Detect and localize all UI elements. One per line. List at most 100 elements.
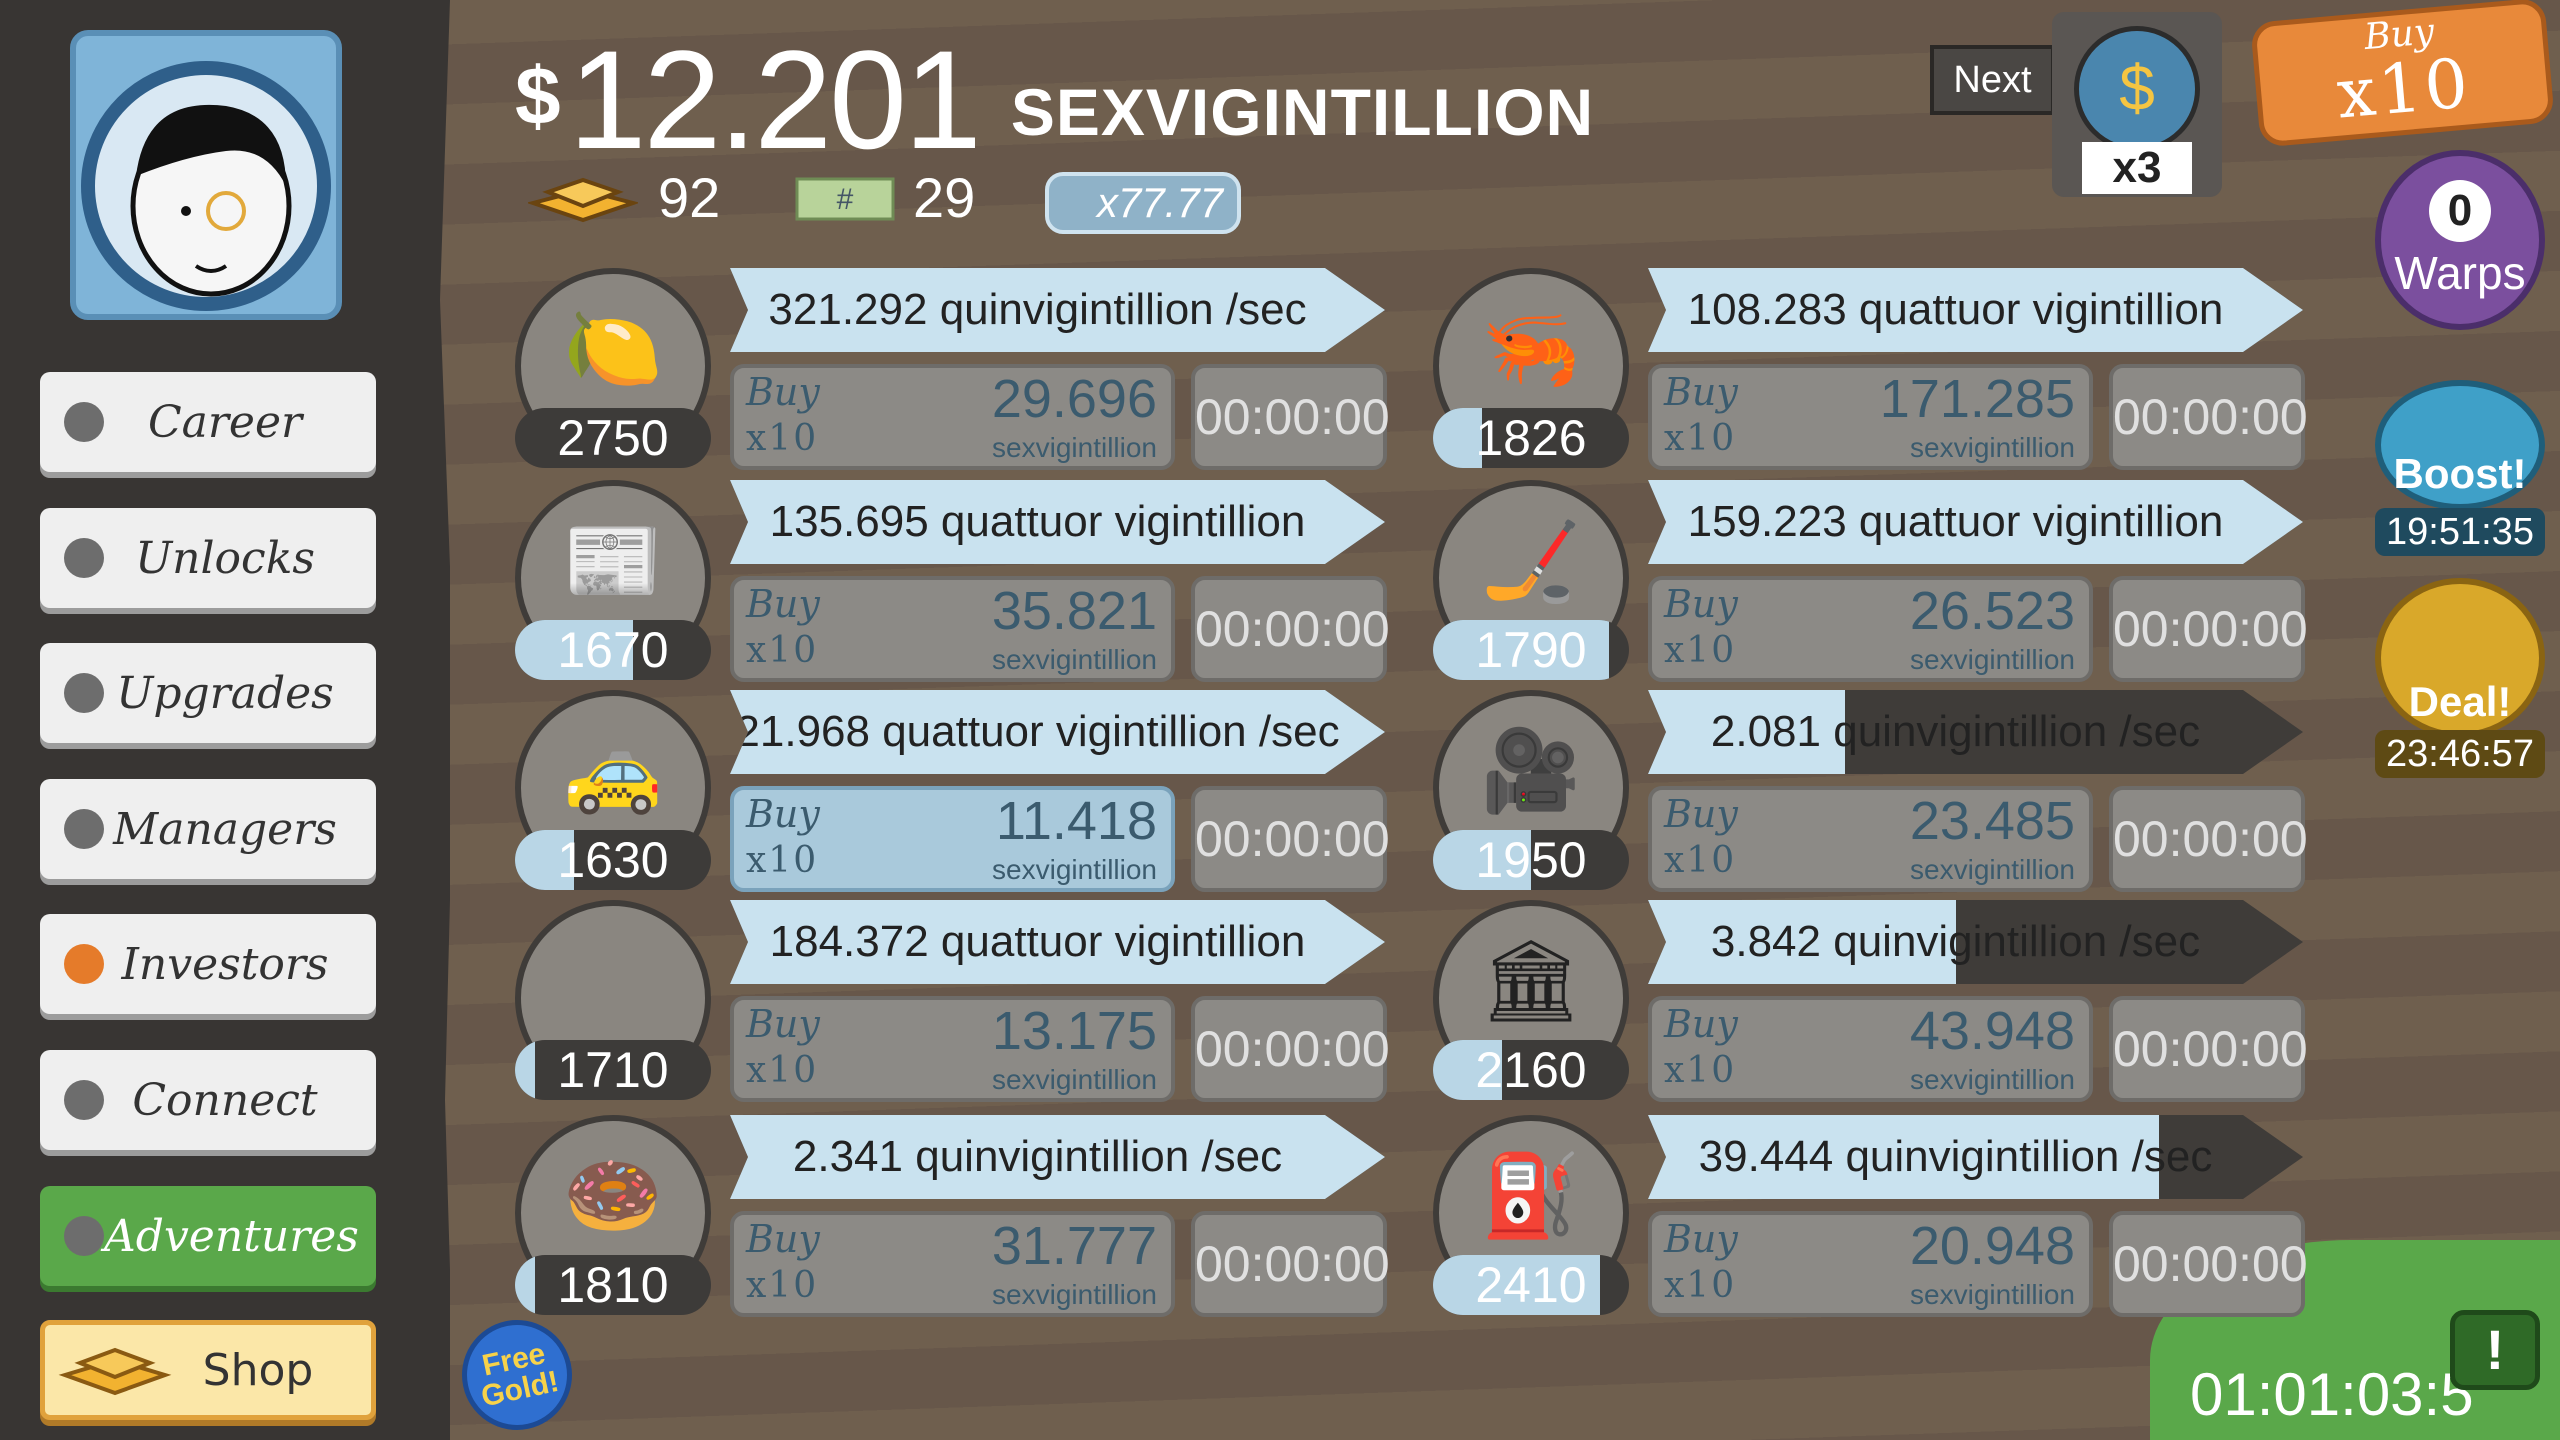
buy-cost: 11.418 <box>995 791 1157 851</box>
revenue-progress-fill <box>1648 480 2303 564</box>
buy-cost: 43.948 <box>1909 1001 2075 1061</box>
warps-count: 0 <box>2429 180 2491 242</box>
buy-label: Buy <box>1664 582 1738 626</box>
revenue-progress-bar[interactable]: 2.081 quinvigintillion /sec <box>1648 690 2303 774</box>
buy-business-button[interactable]: Buy x10 11.418 sexvigintillion <box>730 786 1175 892</box>
gold-count: 92 <box>658 166 721 229</box>
buy-label: Buy <box>1664 1217 1738 1261</box>
owned-count: 1826 <box>1475 410 1587 466</box>
revenue-progress-bar[interactable]: 21.968 quattuor vigintillion /sec <box>730 690 1385 774</box>
next-multiplier-value: x3 <box>2082 142 2192 194</box>
buy-multiplier: x10 <box>746 418 819 459</box>
buy-cost-unit: sexvigintillion <box>1910 644 2075 675</box>
oil-rig-icon: ⛽ <box>1481 1149 1581 1242</box>
next-multiplier-badge[interactable]: $ x3 <box>2052 12 2222 197</box>
status-dot <box>64 402 104 442</box>
buy-business-button[interactable]: Buy x10 171.285 sexvigintillion <box>1648 364 2093 470</box>
money-amount: 12.201 <box>568 21 982 178</box>
buy-cost: 35.821 <box>991 581 1157 641</box>
buy-multiplier-toggle[interactable]: Buy x10 <box>2250 0 2555 148</box>
nav-label: Connect <box>132 1074 318 1126</box>
megabucks-count: 29 <box>913 166 976 229</box>
buy-multiplier: x10 <box>1664 418 1737 459</box>
revenue-progress-fill <box>730 690 1385 774</box>
buy-label: Buy <box>746 582 820 626</box>
status-dot-active <box>64 944 104 984</box>
buy-label: Buy <box>1664 370 1738 414</box>
revenue-rate: 321.292 quinvigintillion /sec <box>768 285 1307 334</box>
status-dot <box>64 538 104 578</box>
business-timer: 00:00:00 <box>1191 1211 1390 1317</box>
revenue-progress-fill <box>1648 1115 2159 1199</box>
buy-cost: 13.175 <box>991 1001 1157 1061</box>
buy-cost: 20.948 <box>1909 1216 2075 1276</box>
revenue-progress-bar[interactable]: 108.283 quattuor vigintillion /sec <box>1648 268 2303 352</box>
buy-business-button[interactable]: Buy x10 23.485 sexvigintillion <box>1648 786 2093 892</box>
status-dot <box>64 1080 104 1120</box>
revenue-rate: 135.695 quattuor vigintillion /sec <box>769 497 1306 546</box>
free-gold-label: Free Gold! <box>478 1337 562 1414</box>
owned-progress-fill <box>1433 620 1610 680</box>
revenue-progress-fill <box>730 900 1385 984</box>
revenue-progress-bar[interactable]: 321.292 quinvigintillion /sec <box>730 268 1385 352</box>
revenue-progress-bar[interactable]: 2.341 quinvigintillion /sec <box>730 1115 1385 1199</box>
nav-connect-button[interactable]: Connect <box>40 1050 376 1150</box>
buy-business-button[interactable]: Buy x10 20.948 sexvigintillion <box>1648 1211 2093 1317</box>
buy-business-button[interactable]: Buy x10 26.523 sexvigintillion <box>1648 576 2093 682</box>
buy-cost-unit: sexvigintillion <box>992 432 1157 463</box>
buy-cost-unit: sexvigintillion <box>1910 1279 2075 1310</box>
nav-managers-button[interactable]: Managers <box>40 779 376 879</box>
owned-progress-fill <box>1433 1255 1600 1315</box>
time-machine-car-icon <box>2375 380 2545 510</box>
business-owned-count: 1710 <box>515 1040 711 1100</box>
owned-progress-fill <box>515 1040 535 1100</box>
buy-business-button[interactable]: Buy x10 35.821 sexvigintillion <box>730 576 1175 682</box>
warps-badge[interactable]: 0 Warps <box>2375 150 2545 330</box>
buy-business-button[interactable]: Buy x10 29.696 sexvigintillion <box>730 364 1175 470</box>
gold-bars-icon <box>528 177 638 222</box>
buy-business-button[interactable]: Buy x10 43.948 sexvigintillion <box>1648 996 2093 1102</box>
business-timer: 00:00:00 <box>2109 1211 2308 1317</box>
revenue-progress-fill <box>1648 690 1845 774</box>
deal-button[interactable]: Deal! 23:46:57 <box>2375 578 2545 778</box>
buy-multiplier: x10 <box>746 840 819 881</box>
lemon-icon: 🍋 <box>563 302 663 395</box>
revenue-progress-bar[interactable]: 159.223 quattuor vigintillion /sec <box>1648 480 2303 564</box>
next-multiplier-button[interactable]: Next <box>1930 45 2055 115</box>
nav-career-button[interactable]: Career <box>40 372 376 472</box>
status-dot <box>64 809 104 849</box>
buy-multiplier: x10 <box>1664 1265 1737 1306</box>
gold-counter: 92 <box>528 165 720 230</box>
revenue-progress-bar[interactable]: 3.842 quinvigintillion /sec <box>1648 900 2303 984</box>
buy-cost: 171.285 <box>1879 369 2075 429</box>
business-timer: 00:00:00 <box>1191 996 1390 1102</box>
tv-timer: 01:01:03:5 <box>2190 1361 2474 1428</box>
buy-label: Buy <box>1664 1002 1738 1046</box>
astronaut-face-icon <box>81 61 331 311</box>
boost-button[interactable]: Boost! 19:51:35 <box>2375 380 2545 560</box>
business-icon-button[interactable]: 🏛 <box>1433 900 1629 1096</box>
business-timer: 00:00:00 <box>1191 364 1390 470</box>
revenue-progress-bar[interactable]: 39.444 quinvigintillion /sec <box>1648 1115 2303 1199</box>
nav-shop-button[interactable]: Shop <box>40 1320 376 1420</box>
owned-count: 1810 <box>557 1257 669 1313</box>
business-owned-count: 1826 <box>1433 408 1629 468</box>
business-timer: 00:00:00 <box>2109 786 2308 892</box>
shrimp-icon: 🦐 <box>1481 302 1581 395</box>
player-avatar[interactable] <box>70 30 342 320</box>
nav-unlocks-button[interactable]: Unlocks <box>40 508 376 608</box>
nav-adventures-button[interactable]: Adventures <box>40 1186 376 1286</box>
buy-business-button[interactable]: Buy x10 31.777 sexvigintillion <box>730 1211 1175 1317</box>
buy-cost-unit: sexvigintillion <box>1910 854 2075 885</box>
nav-investors-button[interactable]: Investors <box>40 914 376 1014</box>
buy-cost-unit: sexvigintillion <box>992 1064 1157 1095</box>
nav-upgrades-button[interactable]: Upgrades <box>40 643 376 743</box>
revenue-progress-bar[interactable]: 184.372 quattuor vigintillion /sec <box>730 900 1385 984</box>
nav-label: Upgrades <box>116 667 334 719</box>
business-owned-count: 1810 <box>515 1255 711 1315</box>
revenue-rate: 2.341 quinvigintillion /sec <box>792 1132 1283 1181</box>
buy-business-button[interactable]: Buy x10 13.175 sexvigintillion <box>730 996 1175 1102</box>
revenue-progress-bar[interactable]: 135.695 quattuor vigintillion /sec <box>730 480 1385 564</box>
warps-label: Warps <box>2394 247 2526 299</box>
money-bags-icon: $ <box>2074 26 2200 152</box>
